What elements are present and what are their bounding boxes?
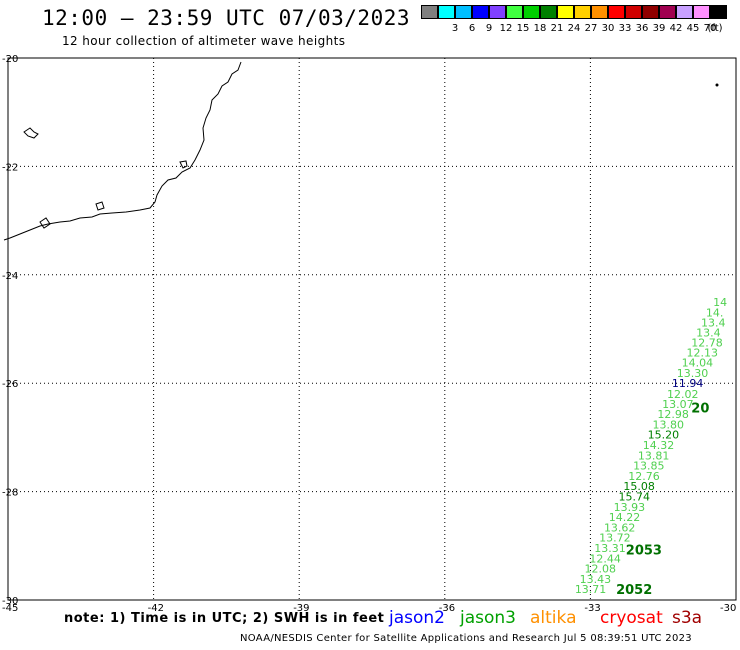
legend-label: 3 xyxy=(451,23,459,34)
legend-label: 45 xyxy=(686,23,700,34)
wave-height-value: 13.72 xyxy=(599,532,631,545)
wave-height-value: 11.94 xyxy=(672,377,704,390)
legend-swatch xyxy=(642,5,659,19)
wave-height-value: 13.4 xyxy=(696,326,721,339)
wave-height-value: 14.04 xyxy=(682,357,714,370)
note-text: note: 1) Time is in UTC; 2) SWH is in fe… xyxy=(64,611,385,626)
wave-height-value: 15.74 xyxy=(619,490,651,503)
legend-swatch xyxy=(540,5,557,19)
wave-height-value: 14.32 xyxy=(643,439,675,452)
footer-credit: NOAA/NESDIS Center for Satellite Applica… xyxy=(240,633,692,644)
wave-height-value: 14 xyxy=(713,296,727,309)
legend-swatch xyxy=(574,5,591,19)
lat-label: -30 xyxy=(2,596,18,607)
legend-swatch xyxy=(421,5,438,19)
lat-label: -26 xyxy=(2,379,18,390)
wave-height-value: 13.31 xyxy=(594,542,626,555)
point-marker xyxy=(715,83,719,87)
legend-swatch xyxy=(659,5,676,19)
legend-label: 12 xyxy=(499,23,513,34)
wave-height-value: 13.80 xyxy=(652,418,684,431)
legend-unit: (ft) xyxy=(707,23,723,34)
legend-label: 15 xyxy=(516,23,530,34)
legend-label: 18 xyxy=(533,23,547,34)
wave-height-value: 12.13 xyxy=(686,346,718,359)
wave-height-value: 13.81 xyxy=(638,449,670,462)
wave-height-value: 12.44 xyxy=(589,552,621,565)
wave-height-value: 13.62 xyxy=(604,521,636,534)
legend-label: 6 xyxy=(468,23,476,34)
satellite-name-s3a: s3a xyxy=(672,608,703,628)
map-frame xyxy=(7,57,737,601)
lon-label: -45 xyxy=(2,603,18,614)
map-subtitle: 12 hour collection of altimeter wave hei… xyxy=(62,34,346,48)
wave-height-value: 13.07 xyxy=(662,398,694,411)
legend-label: 42 xyxy=(669,23,683,34)
satellite-name-jason2: jason2 xyxy=(389,608,445,628)
legend-label: 21 xyxy=(550,23,564,34)
legend-swatch xyxy=(523,5,540,19)
satellite-name-jason3: jason3 xyxy=(460,608,516,628)
legend-label: 39 xyxy=(652,23,666,34)
wave-height-value: 15.20 xyxy=(648,429,680,442)
wave-height-value: 13.85 xyxy=(633,460,665,473)
island-path xyxy=(23,127,39,139)
coastline-path xyxy=(3,61,242,241)
legend-swatch xyxy=(489,5,506,19)
legend-label: 24 xyxy=(567,23,581,34)
pass-number-label: 2053 xyxy=(626,544,662,559)
altimeter-track: 1414.13.413.412.7812.1314.0413.3011.9412… xyxy=(575,296,727,598)
legend-label: 9 xyxy=(485,23,493,34)
wave-height-value: 12.98 xyxy=(657,408,689,421)
legend-swatch xyxy=(455,5,472,19)
satellite-name-altika: altika xyxy=(530,608,577,628)
wave-height-value: 13.4 xyxy=(701,316,726,329)
wave-height-value: 12.76 xyxy=(628,470,660,483)
pass-number-label: 20 xyxy=(691,402,709,417)
lon-label: -39 xyxy=(293,603,309,614)
coastline xyxy=(3,61,242,241)
wave-height-value: 13.93 xyxy=(614,501,646,514)
legend-label: 27 xyxy=(584,23,598,34)
lon-label: -36 xyxy=(439,603,455,614)
legend-swatch xyxy=(591,5,608,19)
wave-height-value: 15.08 xyxy=(623,480,655,493)
legend-swatch xyxy=(676,5,693,19)
island-path xyxy=(39,217,51,229)
lon-label: -33 xyxy=(584,603,600,614)
legend-swatch xyxy=(625,5,642,19)
lat-label: -28 xyxy=(2,488,18,499)
legend-swatch xyxy=(506,5,523,19)
wave-height-value: 14.22 xyxy=(609,511,641,524)
legend-label: 33 xyxy=(618,23,632,34)
legend-swatch xyxy=(710,5,727,19)
wave-height-value: 13.43 xyxy=(580,573,612,586)
legend-label: 30 xyxy=(601,23,615,34)
legend-swatch xyxy=(438,5,455,19)
lat-label: -22 xyxy=(2,162,18,173)
lat-label: -24 xyxy=(2,271,18,282)
wave-height-value: 12.08 xyxy=(585,563,617,576)
lon-label: -42 xyxy=(148,603,164,614)
pass-number-label: 2052 xyxy=(616,583,652,598)
lon-label: -30 xyxy=(720,603,736,614)
legend-swatch xyxy=(472,5,489,19)
wave-height-value: 13.71 xyxy=(575,583,607,596)
island-path xyxy=(179,160,188,169)
legend-label: 36 xyxy=(635,23,649,34)
wave-height-value: 12.02 xyxy=(667,388,699,401)
legend-label: 70 xyxy=(703,23,717,34)
lat-label: -20 xyxy=(2,54,18,65)
wave-height-value: 13.30 xyxy=(677,367,709,380)
satellite-name-cryosat: cryosat xyxy=(600,608,663,628)
map-title: 12:00 – 23:59 UTC 07/03/2023 xyxy=(42,6,411,30)
legend-swatch xyxy=(693,5,710,19)
legend-swatch xyxy=(608,5,625,19)
lat-lon-grid: -20-22-24-26-28-30-45 -42 -39 -36 -33 -30 xyxy=(2,54,737,614)
island-path xyxy=(95,201,105,211)
wave-height-value: 12.78 xyxy=(691,337,723,350)
wave-height-value: 14. xyxy=(706,307,724,320)
legend-swatch xyxy=(557,5,574,19)
